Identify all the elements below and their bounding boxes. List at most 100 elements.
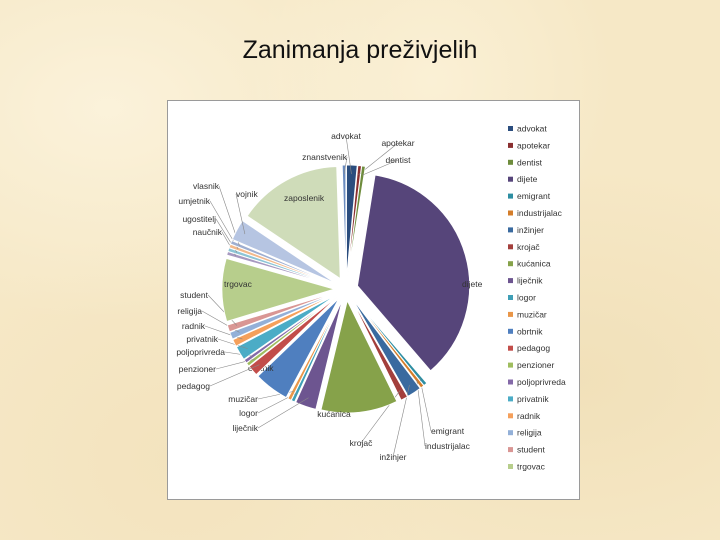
legend-item-industrijalac: industrijalac: [517, 208, 563, 218]
slice-label-umjetnik: umjetnik: [178, 196, 210, 206]
legend-item-dijete: dijete: [517, 174, 538, 184]
slice-label-religija: religija: [177, 306, 202, 316]
pie-chart: advokat apotekar dentist dijete emigrant indu…: [176, 124, 566, 472]
leader-line-pedagog: [209, 364, 260, 387]
slice-label-poljoprivreda: poljoprivreda: [176, 347, 225, 357]
slice-label-liječnik: liječnik: [232, 423, 258, 433]
slice-label-logor: logor: [239, 408, 258, 418]
pie-slice-pedagog: [248, 296, 338, 376]
legend-swatch-liječnik: [508, 278, 513, 284]
slice-label-vojnik: vojnik: [236, 189, 258, 199]
legend-item-muzičar: muzičar: [517, 309, 547, 319]
leader-line-industrijalac: [416, 379, 426, 447]
leader-line-dentist: [362, 159, 399, 176]
pie-slice-poljoprivreda: [243, 295, 337, 364]
slice-label-vlasnik: vlasnik: [193, 181, 220, 191]
pie-slice-religija: [229, 293, 336, 340]
legend-swatch-radnik: [508, 413, 513, 419]
pie-slice-advokat: [346, 164, 358, 278]
legend-item-privatnik: privatnik: [517, 394, 549, 404]
slice-label-student: student: [180, 290, 209, 300]
legend-swatch-apotekar: [508, 142, 513, 148]
legend-item-penzioner: penzioner: [517, 360, 555, 370]
pie-slice-zaposlenik: [246, 166, 341, 280]
pie-slice-muzičar: [287, 299, 341, 401]
legend-item-student: student: [517, 445, 546, 455]
legend-swatch-privatnik: [508, 396, 513, 402]
pie-slice-dentist: [347, 165, 366, 278]
legend-swatch-kućanica: [508, 261, 513, 267]
slice-label-naučnik: naučnik: [193, 227, 223, 237]
slice-label-penzioner: penzioner: [179, 364, 217, 374]
legend-swatch-muzičar: [508, 311, 513, 317]
pie-slice-inžinjer: [352, 298, 421, 397]
leader-line-vojnik: [235, 193, 246, 235]
legend-swatch-poljoprivreda: [508, 379, 513, 385]
legend-swatch-dentist: [508, 159, 513, 165]
slice-label-apotekar: apotekar: [381, 138, 414, 148]
leader-line-student: [207, 294, 238, 326]
legend-swatch-religija: [508, 430, 513, 436]
legend-item-trgovac: trgovac: [517, 462, 546, 472]
legend-item-poljoprivreda: poljoprivreda: [517, 377, 566, 387]
legend-item-liječnik: liječnik: [517, 276, 543, 286]
leader-line-advokat: [345, 135, 352, 175]
legend-item-advokat: advokat: [517, 124, 547, 134]
legend-item-emigrant: emigrant: [517, 191, 551, 201]
legend-swatch-emigrant: [508, 193, 513, 199]
legend-swatch-obrtnik: [508, 328, 513, 334]
pie-slice-trgovac: [221, 258, 336, 322]
slice-label-znanstvenik: znanstvenik: [302, 152, 348, 162]
slice-label-trgovac: trgovac: [224, 279, 253, 289]
pie-slice-vlasnik: [229, 240, 336, 285]
slice-label-advokat: advokat: [331, 131, 361, 141]
slice-label-inžinjer: inžinjer: [380, 452, 407, 462]
legend-swatch-student: [508, 447, 513, 453]
slice-label-dentist: dentist: [385, 155, 411, 165]
legend-swatch-logor: [508, 295, 513, 300]
slice-label-privatnik: privatnik: [186, 334, 218, 344]
slice-label-emigrant: emigrant: [431, 426, 465, 436]
legend-item-dentist: dentist: [517, 157, 543, 167]
pie-slice-liječnik: [295, 300, 343, 410]
leader-line-znanstvenik: [343, 156, 348, 175]
pie-slice-vojnik: [231, 220, 336, 284]
pie-slice-dijete: [357, 174, 470, 372]
legend-item-radnik: radnik: [517, 411, 541, 421]
slice-label-krojač: krojač: [350, 438, 373, 448]
slide-title: Zanimanja preživjelih: [242, 36, 478, 64]
leader-line-liječnik: [257, 397, 309, 429]
slice-label-zaposlenik: zaposlenik: [284, 193, 325, 203]
legend-item-krojač: krojač: [517, 242, 540, 252]
legend-item-pedagog: pedagog: [517, 343, 550, 353]
pie-slice-znanstvenik: [341, 164, 347, 278]
legend-swatch-inžinjer: [508, 227, 513, 233]
pie-slice-industrijalac: [353, 298, 425, 389]
slice-label-dijete: dijete: [462, 279, 483, 289]
slice-label-pedagog: pedagog: [177, 381, 210, 391]
legend-item-inžinjer: inžinjer: [517, 225, 544, 235]
legend-item-kućanica: kućanica: [517, 259, 551, 269]
pie-slice-krojač: [351, 299, 408, 401]
slice-label-ugostitelj: ugostitelj: [182, 214, 216, 224]
legend-swatch-pedagog: [508, 345, 513, 351]
legend-swatch-trgovac: [508, 464, 513, 469]
leader-line-privatnik: [217, 338, 248, 349]
slice-label-kućanica: kućanica: [317, 409, 351, 419]
legend-item-religija: religija: [517, 428, 542, 438]
legend-swatch-penzioner: [508, 362, 513, 368]
slice-label-radnik: radnik: [182, 321, 206, 331]
pie-chart-frame: advokat apotekar dentist dijete emigrant indu…: [167, 100, 580, 500]
pie-slice-radnik: [232, 293, 336, 347]
legend-item-logor: logor: [517, 293, 536, 303]
legend-item-obrtnik: obrtnik: [517, 326, 543, 336]
legend-swatch-dijete: [508, 176, 513, 182]
legend-item-apotekar: apotekar: [517, 140, 550, 150]
slice-label-muzičar: muzičar: [228, 394, 258, 404]
pie-slice-kućanica: [320, 299, 398, 414]
legend-swatch-krojač: [508, 244, 513, 250]
legend-swatch-industrijalac: [508, 210, 513, 216]
pie-slice-obrtnik: [257, 298, 340, 398]
pie-slice-student: [226, 292, 335, 333]
legend-swatch-advokat: [508, 126, 513, 131]
